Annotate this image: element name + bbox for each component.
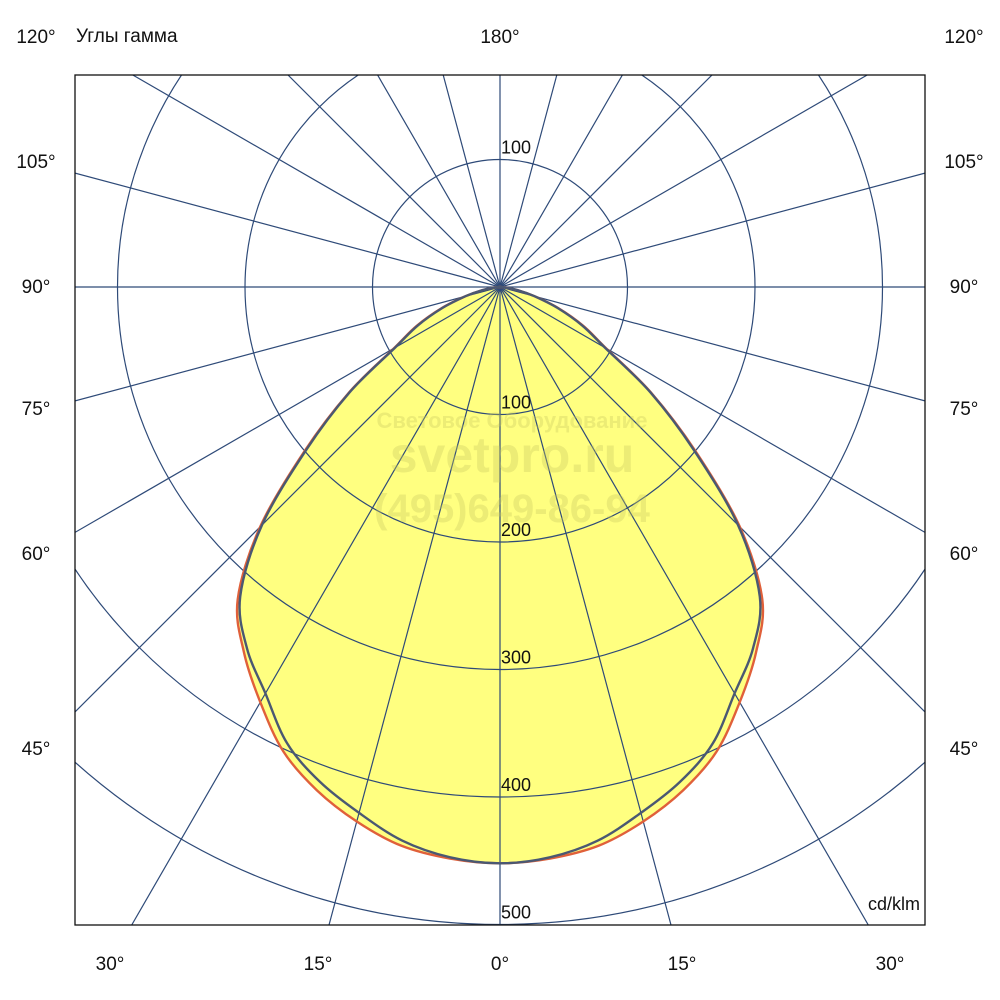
grid-ray xyxy=(75,286,501,533)
grid-ray xyxy=(442,75,501,288)
right-angle-label: 120° xyxy=(944,27,984,48)
grid-ray xyxy=(499,286,869,925)
grid-ray xyxy=(499,286,925,402)
grid-ray xyxy=(499,286,925,713)
grid-ray xyxy=(132,75,501,288)
bottom-angle-label: 30° xyxy=(95,954,125,975)
bottom-angle-label: 15° xyxy=(667,954,697,975)
grid-ray xyxy=(328,286,501,925)
grid-ray xyxy=(75,286,501,713)
radial-tick-label: 400 xyxy=(501,775,531,795)
grid-ray xyxy=(75,286,501,402)
watermark: Световое Оборудование svetpro.ru (495)64… xyxy=(374,408,650,531)
right-angle-label: 105° xyxy=(944,152,984,173)
watermark-line2: svetpro.ru xyxy=(390,427,635,483)
grid-ray xyxy=(499,286,672,925)
top-angle-label: 180° xyxy=(480,27,520,48)
watermark-line3: (495)649-86-94 xyxy=(374,487,650,531)
grid-ray xyxy=(287,75,501,288)
radial-tick-label: 300 xyxy=(501,648,531,668)
right-angle-label: 90° xyxy=(949,277,979,298)
unit-label: cd/klm xyxy=(867,894,920,914)
bottom-angle-label: 15° xyxy=(303,954,333,975)
grid-ray xyxy=(499,75,623,288)
grid-ray xyxy=(131,286,501,925)
plot-frame xyxy=(74,74,926,926)
left-angle-label: 120° xyxy=(16,27,56,48)
right-angle-label: 75° xyxy=(949,399,979,420)
chart-title: Углы гамма xyxy=(76,26,178,47)
watermark-line1: Световое Оборудование xyxy=(377,408,648,433)
bottom-angle-label: 0° xyxy=(490,954,510,975)
radial-tick-label: 100 xyxy=(501,138,531,158)
left-angle-label: 60° xyxy=(21,544,51,565)
radial-tick-label: 200 xyxy=(501,520,531,540)
grid-ray xyxy=(499,286,925,533)
grid-ray xyxy=(499,172,925,288)
grid-ray xyxy=(75,172,501,288)
grid-ray xyxy=(499,75,868,288)
left-angle-label: 45° xyxy=(21,739,51,760)
right-angle-label: 60° xyxy=(949,544,979,565)
radial-tick-label: 500 xyxy=(501,903,531,923)
left-angle-label: 90° xyxy=(21,277,51,298)
left-angle-label: 105° xyxy=(16,152,56,173)
left-angle-label: 75° xyxy=(21,399,51,420)
series-line-c90-c270 xyxy=(238,285,762,865)
grid-ray xyxy=(377,75,501,288)
grid-ray xyxy=(499,75,713,288)
bottom-angle-label: 30° xyxy=(875,954,905,975)
right-angle-label: 45° xyxy=(949,739,979,760)
grid-ray xyxy=(499,75,558,288)
radial-tick-label: 100 xyxy=(501,393,531,413)
